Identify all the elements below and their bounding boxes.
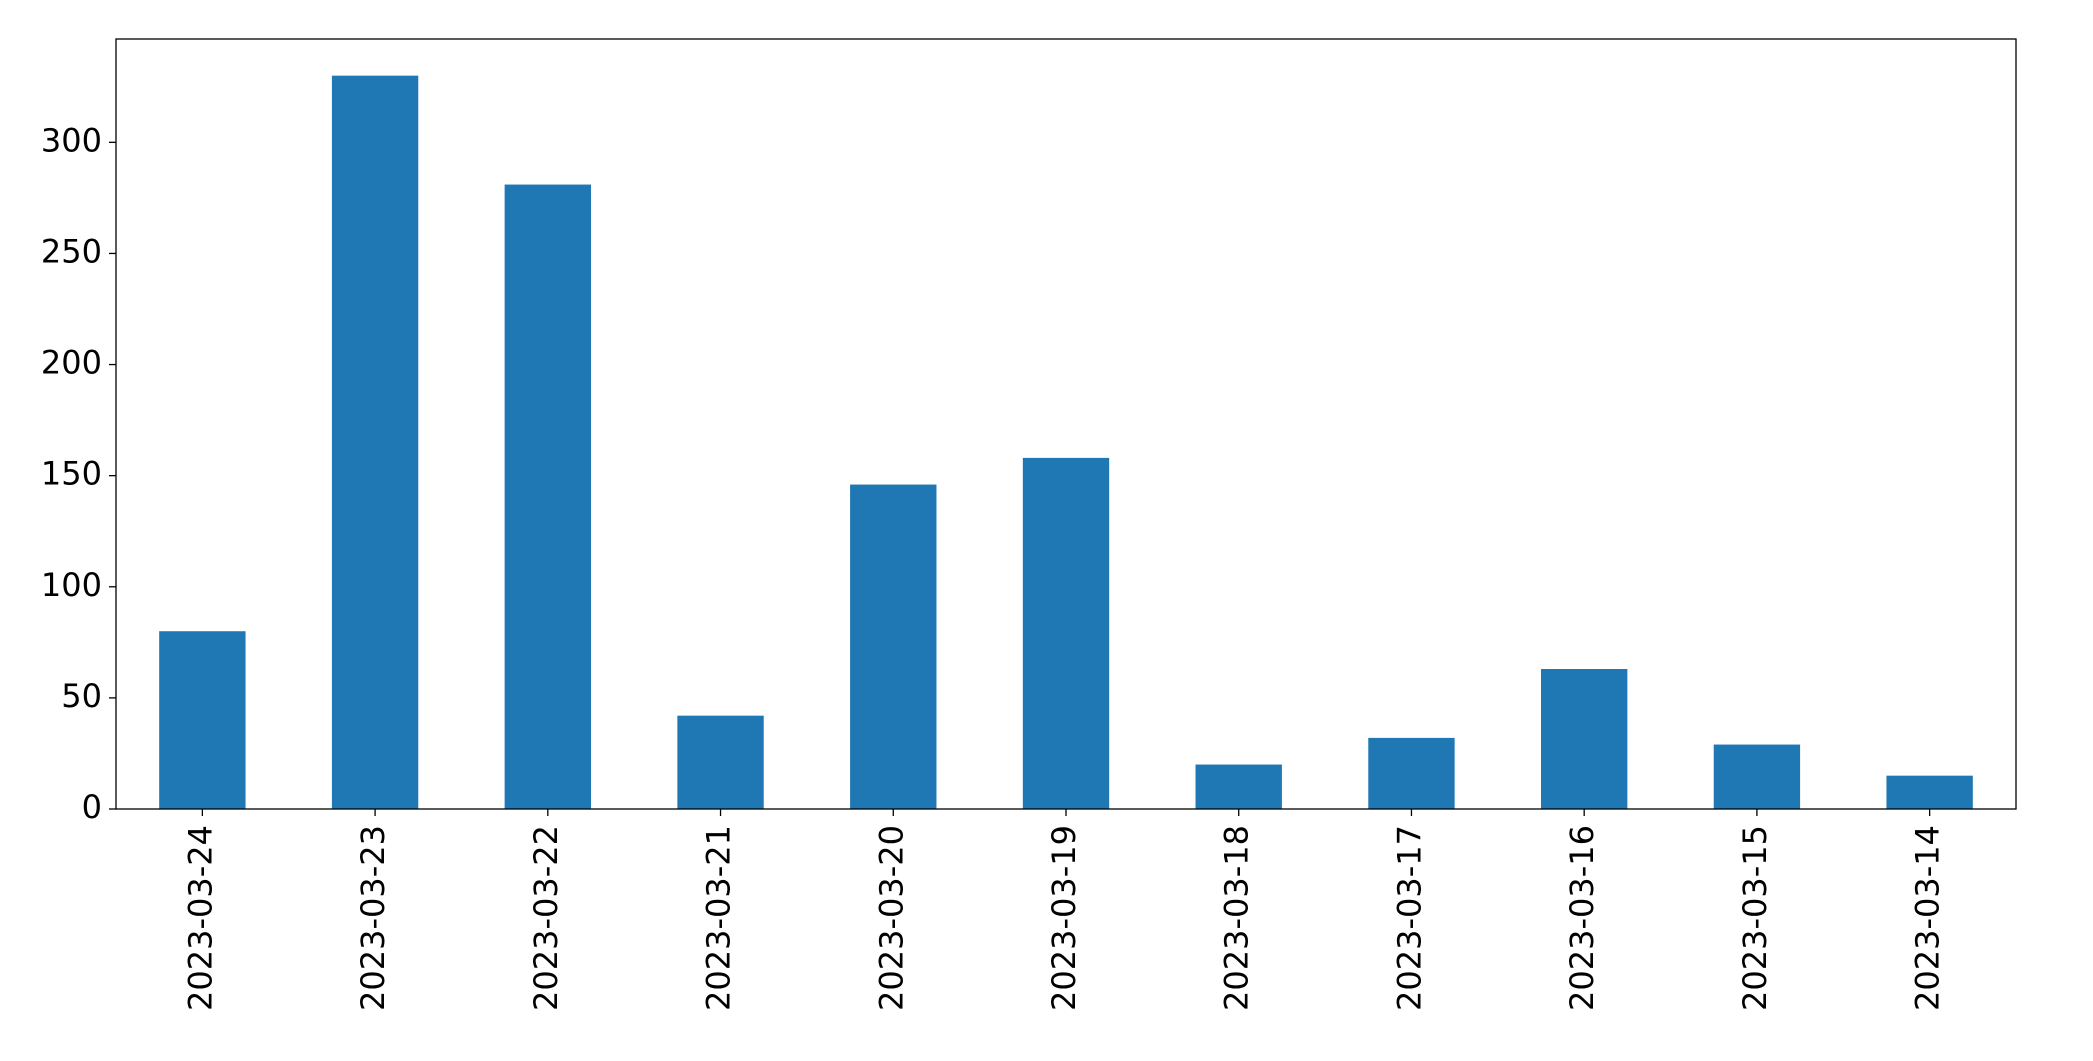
x-tick-label: 2023-03-17	[1390, 825, 1428, 1011]
bar	[1713, 744, 1801, 809]
x-tick-label: 2023-03-18	[1218, 825, 1256, 1011]
y-tick-label: 150	[41, 455, 102, 493]
bar	[1022, 457, 1110, 809]
bar	[850, 484, 937, 809]
y-tick-label: 0	[82, 788, 102, 826]
bar	[159, 631, 246, 809]
bar	[1195, 764, 1282, 809]
y-tick-label: 250	[41, 232, 102, 270]
y-tick-label: 100	[41, 566, 102, 604]
x-tick-label: 2023-03-16	[1563, 825, 1601, 1011]
bar	[331, 75, 419, 809]
bar	[1368, 737, 1455, 809]
x-tick-label: 2023-03-21	[700, 825, 738, 1011]
x-tick-label: 2023-03-22	[527, 825, 565, 1011]
x-tick-label: 2023-03-15	[1736, 825, 1774, 1011]
x-tick-label: 2023-03-23	[354, 825, 392, 1011]
plot-frame	[115, 38, 2017, 810]
y-tick-label: 300	[41, 121, 102, 159]
bar	[1886, 775, 1973, 809]
bar	[504, 184, 591, 810]
bar	[1541, 669, 1628, 809]
x-tick-label: 2023-03-20	[872, 825, 910, 1011]
x-tick-label: 2023-03-14	[1909, 825, 1947, 1011]
x-tick-label: 2023-03-24	[181, 825, 219, 1011]
bar	[677, 715, 764, 809]
y-tick-label: 50	[61, 677, 102, 715]
x-tick-label: 2023-03-19	[1045, 825, 1083, 1011]
y-tick-label: 200	[41, 344, 102, 382]
